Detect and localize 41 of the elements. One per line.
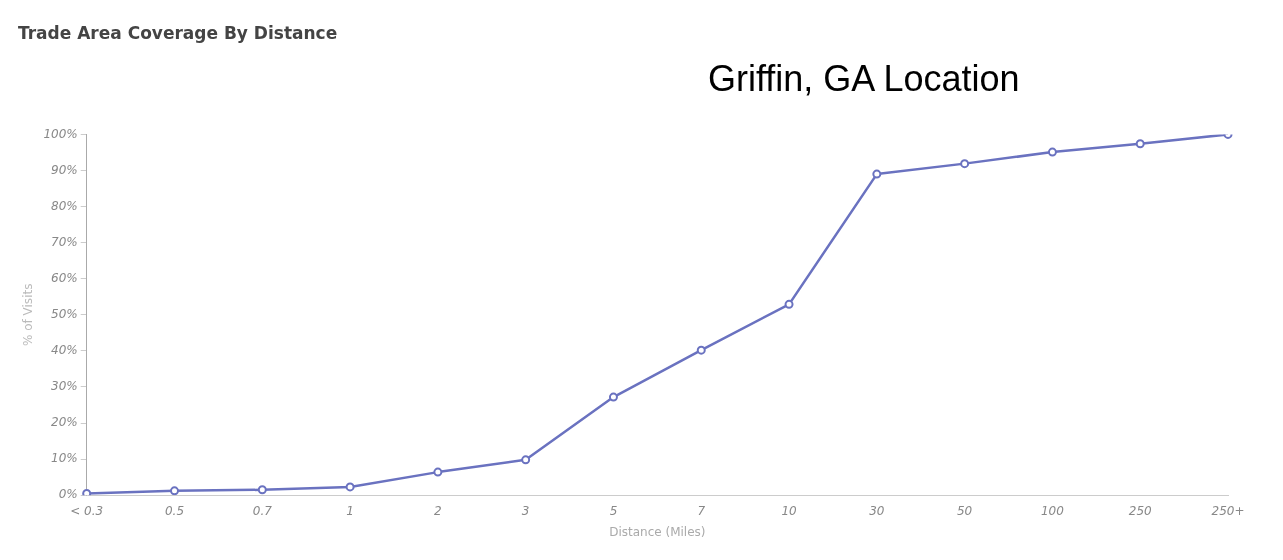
x-tick-label: 0.5 xyxy=(164,503,185,518)
y-tick-label: 40% xyxy=(51,343,78,358)
x-tick-label: 0.7 xyxy=(252,503,273,518)
y-tick-label: 30% xyxy=(51,379,78,394)
x-tick-label: 250 xyxy=(1128,503,1153,518)
x-tick-label: 100 xyxy=(1040,503,1065,518)
point xyxy=(872,169,882,179)
text: Griffin, GA Location xyxy=(708,58,1020,100)
x-tick-label: 50 xyxy=(956,503,973,518)
x-tick-label: 30 xyxy=(869,503,885,518)
point xyxy=(170,486,179,496)
x-tick-label: 10 xyxy=(781,503,798,518)
point xyxy=(345,482,355,492)
y-tick-label: 80% xyxy=(51,198,78,213)
y-tick-label: 0% xyxy=(58,487,78,502)
y-tick-label: 60% xyxy=(51,270,78,285)
x-tick-label: 1 xyxy=(346,503,354,518)
x-tick-label: < 0.3 xyxy=(70,503,104,518)
y-tick-label: 100% xyxy=(43,126,78,141)
point xyxy=(696,345,706,355)
x-axis-title: Distance (Miles) xyxy=(609,524,706,539)
y-tick-label: 10% xyxy=(51,451,78,466)
y-tick-label: 20% xyxy=(51,415,78,430)
x-tick-label: 7 xyxy=(697,503,706,518)
point xyxy=(784,299,794,309)
y-tick-label: 50% xyxy=(51,306,78,321)
x-tick-label: 5 xyxy=(609,503,618,518)
y-tick-label: 70% xyxy=(51,234,78,249)
x-tick-label: 3 xyxy=(521,503,530,518)
y-axis-title: % of Visits xyxy=(21,283,36,347)
chart-title: Trade Area Coverage By Distance xyxy=(18,22,338,43)
point xyxy=(521,455,531,465)
y-tick-label: 90% xyxy=(51,162,78,177)
point xyxy=(257,485,267,495)
x-tick-label: 250+ xyxy=(1211,503,1245,518)
point xyxy=(1047,147,1057,157)
point xyxy=(608,392,618,402)
x-tick-label: 2 xyxy=(434,503,442,518)
point xyxy=(960,159,970,169)
point xyxy=(433,467,443,477)
point xyxy=(1135,139,1145,149)
